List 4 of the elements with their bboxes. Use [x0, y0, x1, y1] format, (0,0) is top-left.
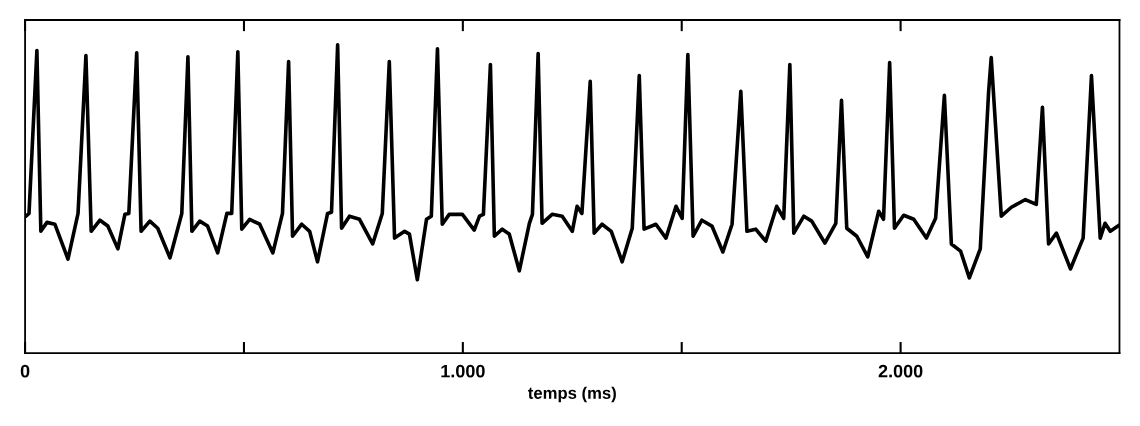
x-tick-label: 1.000: [441, 364, 485, 378]
x-tick-label: 0: [20, 364, 30, 378]
x-tick-label: 2.000: [878, 364, 923, 378]
x-axis-title: temps (ms): [528, 386, 616, 403]
